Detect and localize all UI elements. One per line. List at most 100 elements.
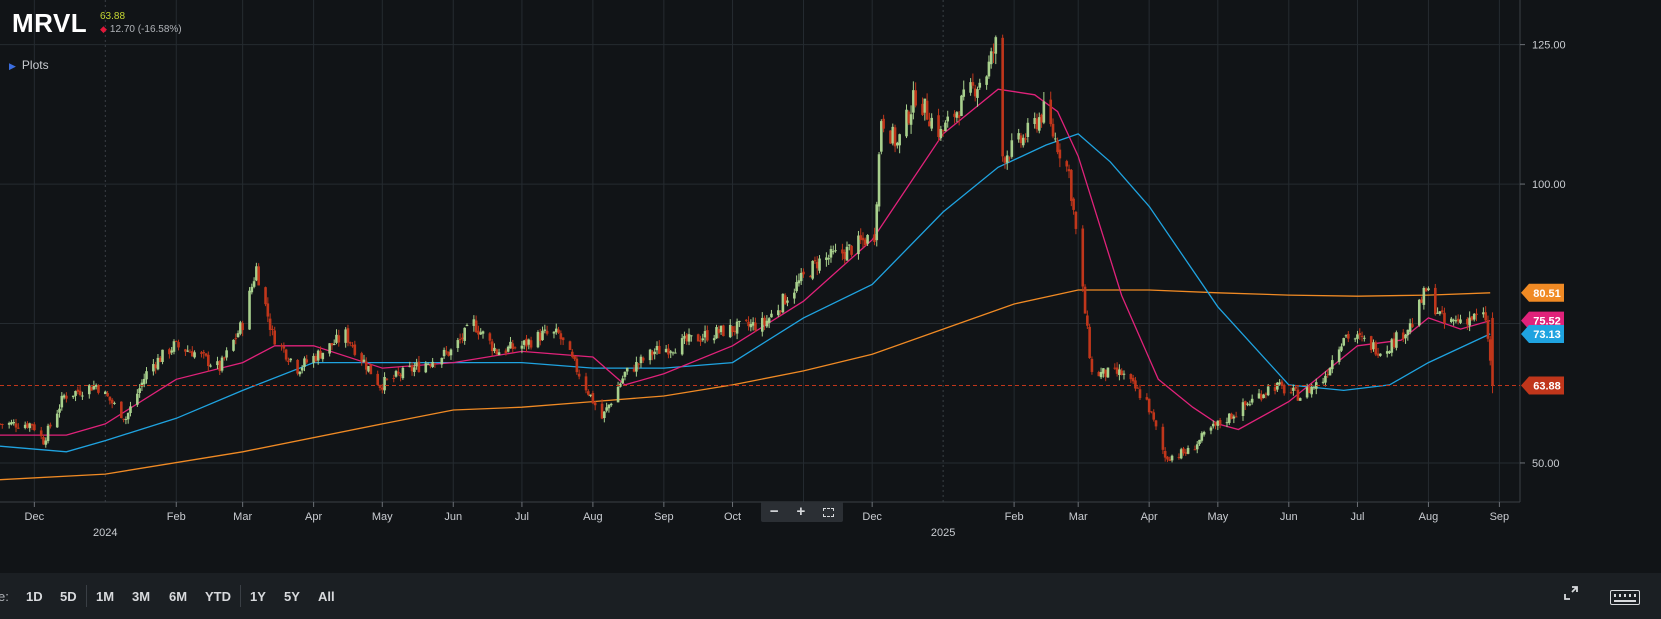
candle-body	[976, 89, 979, 98]
x-tick-label: Apr	[1141, 511, 1158, 523]
candle-body	[818, 258, 821, 271]
range-5y-button[interactable]: 5Y	[284, 589, 300, 604]
candle-body	[799, 272, 803, 282]
range-6m-button[interactable]: 6M	[169, 589, 188, 604]
range-1y-button[interactable]: 1Y	[250, 589, 266, 604]
fullscreen-icon[interactable]	[823, 507, 835, 517]
candle-body	[1122, 373, 1126, 375]
candle-body	[415, 362, 418, 367]
candle-body	[236, 333, 240, 338]
candle-body	[30, 423, 34, 426]
candle-body	[284, 349, 288, 360]
candle-body	[440, 357, 444, 365]
candle-body	[1010, 140, 1014, 157]
range-1m-button[interactable]: 1M	[96, 589, 115, 604]
candle-body	[392, 378, 396, 380]
candle-body	[831, 251, 835, 253]
candle-body	[994, 37, 998, 54]
candle-body	[864, 239, 867, 246]
candle-body	[1466, 318, 1469, 325]
candle-body	[424, 363, 428, 373]
candle-body	[145, 371, 148, 380]
candle-body	[1420, 299, 1423, 303]
candle-body	[1296, 389, 1300, 401]
range-ytd-button[interactable]: YTD	[205, 589, 231, 604]
candle-body	[520, 345, 524, 349]
zoom-out-button[interactable]: −	[769, 503, 779, 520]
candle-body	[74, 390, 77, 396]
candle-body	[257, 266, 260, 286]
candle-body	[841, 249, 844, 254]
range-5d-button[interactable]: 5D	[60, 589, 77, 604]
candle-body	[857, 235, 860, 255]
zoom-in-button[interactable]: +	[796, 503, 806, 520]
candle-body	[1280, 381, 1284, 386]
candle-body	[575, 358, 579, 373]
candle-body	[625, 367, 629, 372]
candle-body	[136, 393, 139, 405]
candle-body	[1232, 416, 1236, 419]
candle-body	[584, 376, 588, 391]
candle-body	[783, 295, 787, 305]
candle-body	[1049, 99, 1053, 125]
range-1d-button[interactable]: 1D	[26, 589, 43, 604]
candle-body	[0, 423, 2, 425]
candle-body	[81, 395, 84, 397]
candle-body	[477, 330, 480, 335]
range-all-button[interactable]: All	[318, 589, 335, 604]
candle-body	[300, 367, 304, 371]
candle-body	[570, 351, 574, 357]
candle-body	[1292, 387, 1295, 391]
expand-icon[interactable]	[1563, 585, 1579, 601]
candle-body	[1395, 332, 1398, 348]
keyboard-icon[interactable]	[1610, 590, 1640, 605]
candle-body	[42, 437, 45, 445]
candle-body	[529, 340, 533, 348]
candle-body	[280, 345, 283, 347]
candle-body	[1305, 387, 1309, 398]
candle-body	[1250, 398, 1254, 403]
candle-body	[538, 332, 542, 342]
range-3m-button[interactable]: 3M	[132, 589, 151, 604]
candle-body	[825, 257, 828, 261]
candle-body	[344, 329, 347, 343]
candle-body	[1081, 228, 1085, 287]
candle-body	[44, 440, 48, 445]
candle-body	[641, 357, 645, 361]
candle-body	[401, 367, 405, 379]
candle-body	[896, 142, 899, 146]
candle-body	[944, 122, 947, 132]
candle-body	[1438, 311, 1442, 314]
candle-body	[1248, 404, 1252, 406]
candle-body	[1324, 375, 1327, 383]
price-chart[interactable]: 125.00 100.00 50.00 Dec Feb Mar Apr May Jun Jul Au…	[0, 0, 1661, 573]
candle-body	[1392, 338, 1396, 348]
candle-body	[561, 337, 565, 341]
candle-body	[90, 386, 93, 391]
candle-body	[1195, 444, 1199, 450]
candle-body	[39, 430, 43, 437]
candle-body	[1182, 448, 1185, 454]
x-tick-label: Aug	[1419, 511, 1439, 523]
candle-body	[779, 310, 782, 312]
candle-body	[122, 418, 125, 420]
candle-body	[696, 334, 700, 342]
candle-body	[239, 322, 242, 334]
candle-body	[154, 364, 157, 369]
candle-body	[1065, 161, 1069, 167]
candle-body	[367, 366, 370, 372]
candle-body	[447, 351, 450, 356]
candle-body	[1308, 386, 1311, 393]
candle-body	[152, 364, 155, 372]
candle-body	[687, 334, 691, 342]
ticker-symbol: MRVL	[12, 8, 88, 38]
candle-body	[1456, 318, 1460, 322]
plots-toggle[interactable]: ▶ Plots	[9, 58, 49, 72]
candle-body	[671, 352, 675, 354]
candle-body	[1097, 372, 1101, 377]
candle-body	[328, 343, 331, 354]
price-label-63-88: 63.88	[1521, 376, 1564, 395]
candle-body	[1099, 372, 1103, 378]
candle-body	[413, 367, 416, 373]
candle-body	[1088, 326, 1091, 359]
